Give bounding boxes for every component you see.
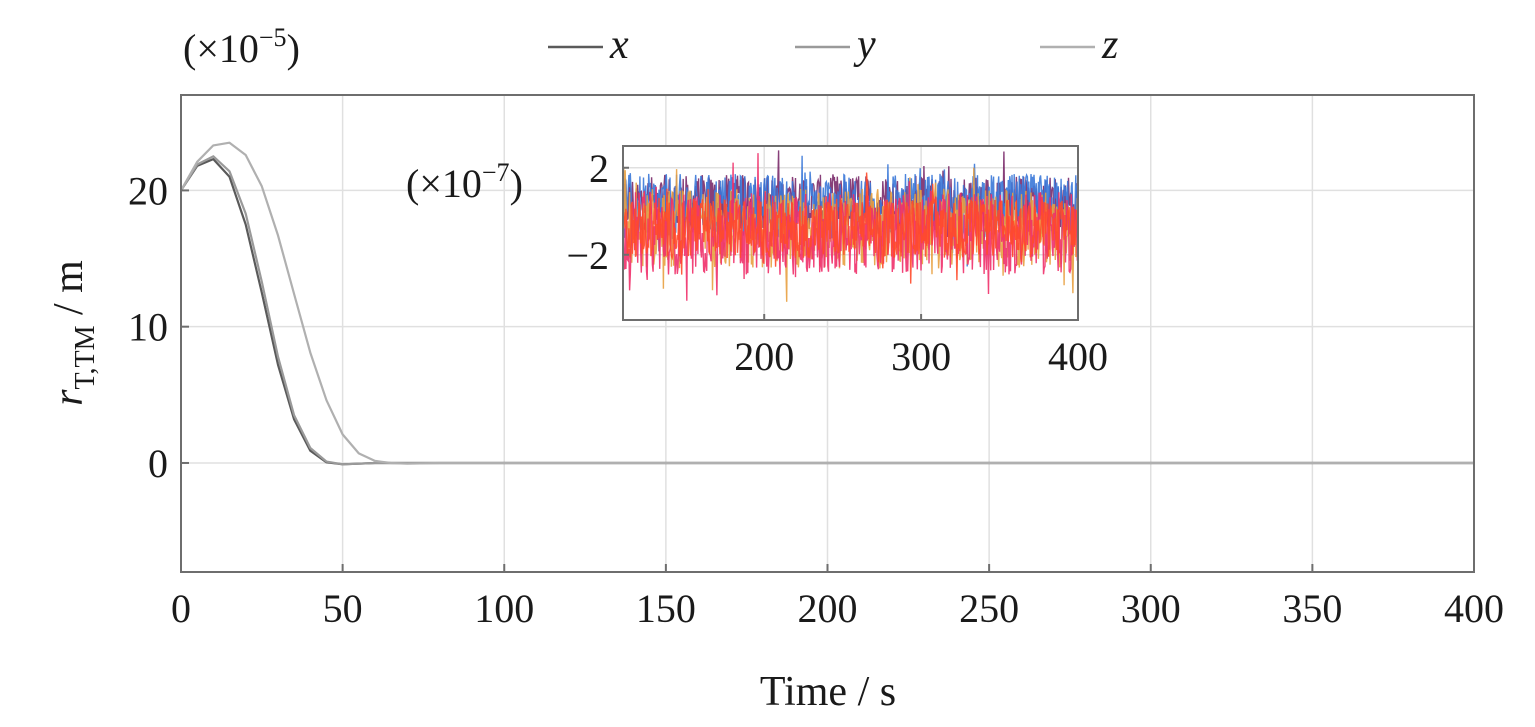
x-tick-label: 250 (959, 586, 1019, 631)
inset-x-tick-label: 300 (891, 334, 951, 379)
inset-series (622, 150, 1079, 302)
main-multiplier-label: (×10−5) (183, 23, 300, 71)
x-tick-label: 300 (1121, 586, 1181, 631)
inset-y-tick-label: −2 (566, 233, 609, 278)
legend-item-x: x (548, 22, 629, 68)
inset-x-tick-label: 400 (1048, 334, 1108, 379)
x-tick-label: 200 (798, 586, 858, 631)
inset-noise-series-4 (622, 172, 1079, 284)
inset-y-tick-label: 2 (589, 146, 609, 191)
legend-item-y: y (795, 22, 876, 68)
x-tick-label: 400 (1444, 586, 1504, 631)
legend: x y z (548, 22, 1118, 68)
series-line-z (180, 141, 1474, 465)
main-series (180, 141, 1474, 466)
inset-multiplier-label: (×10−7) (406, 158, 523, 206)
legend-item-z: z (1040, 22, 1118, 68)
y-tick-label: 20 (128, 168, 168, 213)
legend-label: y (853, 22, 876, 68)
x-tick-label: 100 (474, 586, 534, 631)
y-tick-label: 10 (128, 305, 168, 350)
x-axis-label: Time / s (760, 669, 896, 715)
legend-label: z (1101, 22, 1118, 68)
x-tick-label: 150 (636, 586, 696, 631)
x-tick-label: 350 (1282, 586, 1342, 631)
inset-x-tick-label: 200 (734, 334, 794, 379)
y-tick-label: 0 (148, 441, 168, 486)
inset-plot: 200 300 400 −2 2 (×10−7) (406, 145, 1108, 379)
legend-label: x (609, 22, 629, 68)
inset-plot-frame (622, 145, 1079, 321)
y-axis-label: rT,TM / m (46, 260, 101, 406)
x-tick-label: 0 (171, 586, 191, 631)
x-tick-label: 50 (323, 586, 363, 631)
